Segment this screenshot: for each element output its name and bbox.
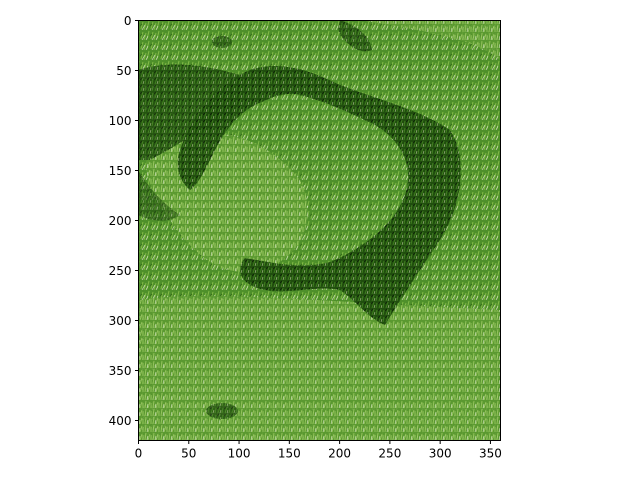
y-tick-label: 50: [116, 64, 131, 78]
x-tick-label: 100: [228, 447, 251, 461]
y-tick-label: 300: [109, 314, 132, 328]
y-axis: 0 50 100 150 200 250 300 350 400: [109, 14, 139, 428]
y-tick-label: 100: [109, 114, 132, 128]
y-tick-label: 150: [109, 164, 132, 178]
y-tick-label: 200: [109, 214, 132, 228]
grass-image: [138, 20, 501, 441]
x-axis: 0 50 100 150 200 250 300 350: [135, 440, 502, 461]
axes-frame: [138, 20, 501, 441]
x-tick-label: 350: [479, 447, 502, 461]
x-tick-label: 50: [181, 447, 196, 461]
y-tick-label: 250: [109, 264, 132, 278]
x-tick-label: 300: [429, 447, 452, 461]
x-tick-label: 200: [328, 447, 351, 461]
y-tick-label: 0: [124, 14, 132, 28]
x-tick-label: 0: [135, 447, 143, 461]
y-tick-label: 350: [109, 364, 132, 378]
y-tick-label: 400: [109, 414, 132, 428]
x-tick-label: 150: [278, 447, 301, 461]
x-tick-label: 250: [378, 447, 401, 461]
